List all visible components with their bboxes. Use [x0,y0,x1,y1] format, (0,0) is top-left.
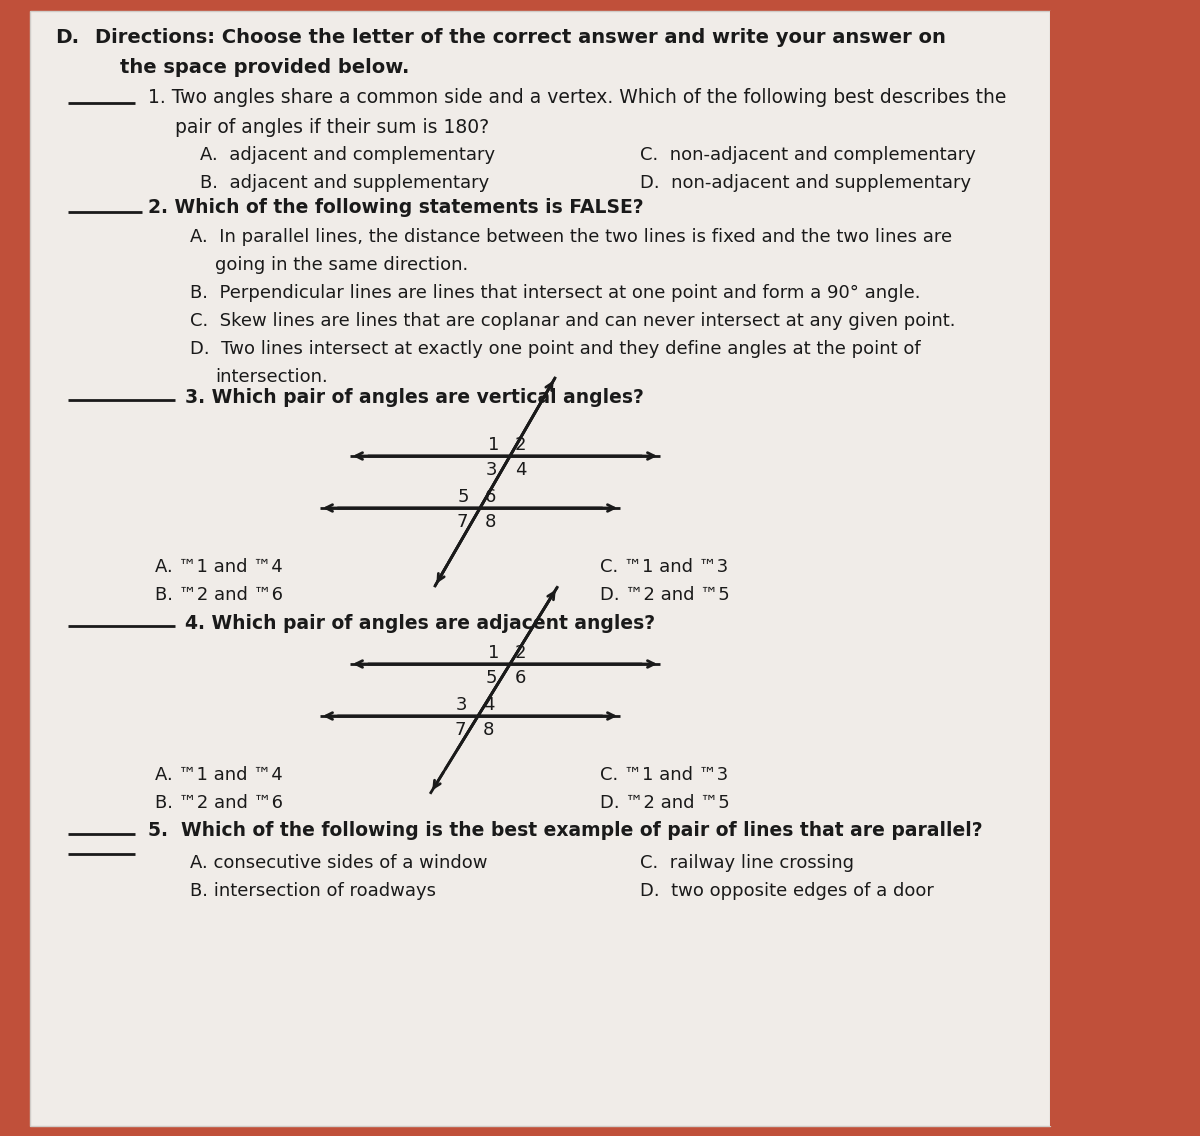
Text: B.  adjacent and supplementary: B. adjacent and supplementary [200,174,490,192]
Text: going in the same direction.: going in the same direction. [215,256,468,274]
Text: C. ™1 and ™3: C. ™1 and ™3 [600,766,728,784]
Text: A. ™1 and ™4: A. ™1 and ™4 [155,558,283,576]
Text: A.  adjacent and complementary: A. adjacent and complementary [200,147,496,164]
Text: B. ™2 and ™6: B. ™2 and ™6 [155,794,283,812]
Text: 7: 7 [456,513,468,531]
Text: 6: 6 [515,669,527,687]
Text: 5: 5 [458,488,469,506]
Text: 3. Which pair of angles are vertical angles?: 3. Which pair of angles are vertical ang… [185,389,644,407]
Text: A. ™1 and ™4: A. ™1 and ™4 [155,766,283,784]
Text: 5: 5 [486,669,498,687]
Text: pair of angles if their sum is 180?: pair of angles if their sum is 180? [175,118,490,137]
Text: 4: 4 [482,696,494,715]
Text: 5.  Which of the following is the best example of pair of lines that are paralle: 5. Which of the following is the best ex… [148,821,983,840]
Text: C. ™1 and ™3: C. ™1 and ™3 [600,558,728,576]
Text: 2. Which of the following statements is FALSE?: 2. Which of the following statements is … [148,198,643,217]
Text: 6: 6 [485,488,497,506]
Text: Directions: Choose the letter of the correct answer and write your answer on: Directions: Choose the letter of the cor… [95,28,946,47]
Text: D.  Two lines intersect at exactly one point and they define angles at the point: D. Two lines intersect at exactly one po… [190,340,920,358]
Text: C.  non-adjacent and complementary: C. non-adjacent and complementary [640,147,976,164]
Text: 8: 8 [482,721,494,740]
Text: 2: 2 [515,644,527,662]
Text: 3: 3 [456,696,468,715]
Text: B.  Perpendicular lines are lines that intersect at one point and form a 90° ang: B. Perpendicular lines are lines that in… [190,284,920,302]
Text: 1. Two angles share a common side and a vertex. Which of the following best desc: 1. Two angles share a common side and a … [148,87,1007,107]
Text: C.  railway line crossing: C. railway line crossing [640,854,854,872]
Text: the space provided below.: the space provided below. [120,58,409,77]
Text: 4: 4 [515,461,527,479]
Text: D.  non-adjacent and supplementary: D. non-adjacent and supplementary [640,174,971,192]
Text: B. intersection of roadways: B. intersection of roadways [190,882,436,900]
Text: 1: 1 [488,644,499,662]
FancyBboxPatch shape [1050,11,1190,1126]
Text: 2: 2 [515,436,527,454]
Text: A.  In parallel lines, the distance between the two lines is fixed and the two l: A. In parallel lines, the distance betwe… [190,228,952,247]
Text: B. ™2 and ™6: B. ™2 and ™6 [155,586,283,604]
Text: A. consecutive sides of a window: A. consecutive sides of a window [190,854,487,872]
Text: D. ™2 and ™5: D. ™2 and ™5 [600,794,730,812]
Text: 8: 8 [485,513,497,531]
Text: 1: 1 [488,436,499,454]
Text: 4. Which pair of angles are adjacent angles?: 4. Which pair of angles are adjacent ang… [185,613,655,633]
Text: D.  two opposite edges of a door: D. two opposite edges of a door [640,882,934,900]
Text: D. ™2 and ™5: D. ™2 and ™5 [600,586,730,604]
Text: 7: 7 [454,721,466,740]
Text: 3: 3 [486,461,498,479]
Text: D.: D. [55,28,79,47]
FancyBboxPatch shape [30,11,1050,1126]
Text: C.  Skew lines are lines that are coplanar and can never intersect at any given : C. Skew lines are lines that are coplana… [190,312,955,329]
Text: intersection.: intersection. [215,368,328,386]
